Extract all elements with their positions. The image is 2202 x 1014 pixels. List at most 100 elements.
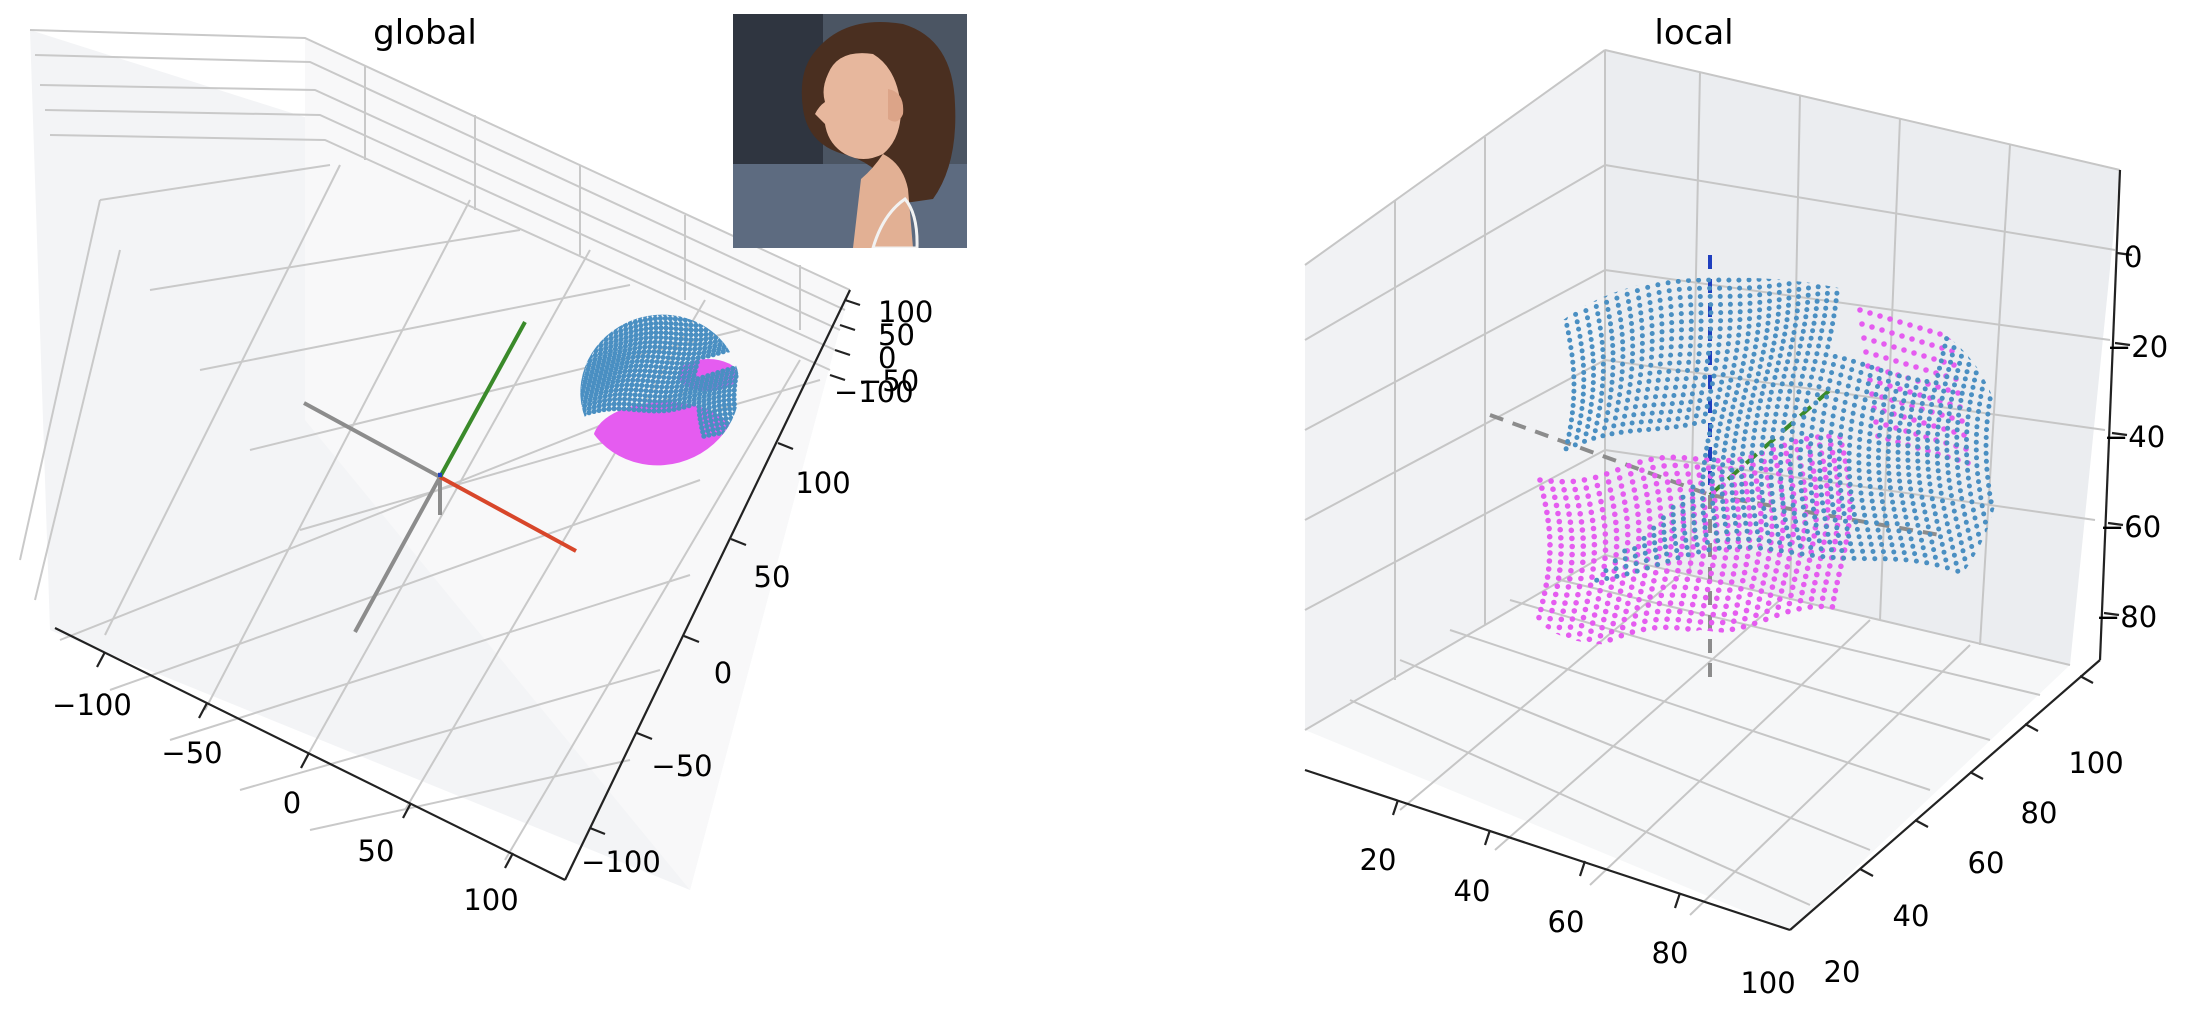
local-cloud-point-pink [1547, 550, 1553, 556]
global-cloud-point [633, 332, 639, 338]
local-cloud-point [1944, 336, 1950, 342]
local-cloud-point-pink [1690, 544, 1696, 550]
local-cloud-point-pink [1664, 568, 1670, 574]
local-y-axis-line [1789, 659, 2101, 931]
local-cloud-point [1899, 493, 1905, 498]
global-cloud-point [606, 401, 612, 407]
local-cloud-point [1807, 457, 1813, 463]
local-cloud-point [1882, 513, 1888, 519]
global-cloud-point [719, 421, 725, 427]
local-cloud-point [1665, 280, 1671, 286]
local-cloud-point [1714, 435, 1720, 441]
local-cloud-point [1716, 277, 1722, 283]
local-cloud-point [1642, 550, 1648, 556]
local-cloud-point-pink [1765, 555, 1772, 562]
local-cloud-point [1957, 488, 1963, 494]
local-cloud-point [1817, 468, 1823, 474]
local-cloud-point [1866, 461, 1872, 467]
local-cloud-point-pink [1701, 545, 1707, 551]
local-cloud-point [1590, 351, 1596, 357]
local-cloud-point [1682, 422, 1688, 428]
local-cloud-point [1851, 402, 1857, 408]
global-cloud-point [703, 381, 709, 387]
global-cloud-point [637, 397, 643, 403]
local-cloud-point [1659, 337, 1665, 343]
global-cloud-point [618, 387, 624, 393]
global-cloud-point [603, 345, 609, 351]
global-cloud-point [596, 379, 602, 385]
local-cloud-point [1646, 292, 1652, 298]
local-cloud-point [1579, 348, 1585, 354]
local-cloud-point-pink [1685, 471, 1691, 477]
global-cloud-point [686, 398, 692, 404]
local-cloud-point [1910, 543, 1916, 549]
local-cloud-point [1634, 396, 1640, 402]
global-cloud-point [653, 330, 659, 336]
global-cloud-point [662, 340, 669, 346]
local-cloud-point [1913, 558, 1919, 564]
local-cloud-point [1758, 545, 1763, 551]
local-cloud-point [1638, 419, 1644, 425]
local-cloud-point-pink [1799, 589, 1805, 596]
local-cloud-point-pink [1733, 490, 1739, 496]
local-cloud-point-pink [1818, 603, 1825, 610]
local-y-tick: 20 [1824, 955, 1861, 989]
local-cloud-point [1774, 367, 1780, 373]
local-cloud-point [1776, 289, 1782, 295]
local-cloud-point [1898, 535, 1904, 541]
local-cloud-point [1880, 549, 1886, 555]
local-cloud-point [1885, 463, 1891, 469]
global-cloud-point [594, 387, 600, 393]
local-cloud-point-pink [1613, 543, 1620, 550]
local-cloud-point [1847, 434, 1853, 440]
global-cloud-point [715, 370, 721, 376]
local-cloud-point [1935, 373, 1941, 378]
local-cloud-point-pink [1667, 600, 1674, 606]
local-cloud-point-pink [1945, 387, 1951, 393]
local-cloud-point [1671, 393, 1677, 398]
local-cloud-point [1708, 388, 1714, 394]
global-subplot: global −100 −50 0 50 100 −100 −50 0 50 1… [19, 13, 933, 917]
local-cloud-point-pink [1642, 618, 1648, 625]
local-cloud-point [1802, 321, 1808, 327]
global-cloud-point [624, 382, 630, 388]
global-cloud-point [717, 385, 723, 391]
local-cloud-point [1719, 379, 1725, 385]
local-cloud-point [1942, 343, 1948, 349]
global-cloud-point [616, 353, 622, 359]
local-cloud-point-pink [1593, 604, 1600, 610]
global-cloud-point [651, 349, 657, 355]
global-y-tick: 100 [795, 466, 850, 500]
local-cloud-point [1655, 282, 1661, 288]
local-cloud-point-pink [1829, 604, 1836, 610]
local-cloud-point-pink [1607, 487, 1614, 493]
local-cloud-point [1727, 325, 1733, 331]
global-cloud-point [689, 381, 695, 387]
local-cloud-point-pink [1738, 586, 1744, 592]
local-cloud-point [1574, 435, 1580, 440]
local-cloud-point-pink [1578, 519, 1585, 525]
local-cloud-point-pink [1634, 503, 1640, 510]
local-cloud-point [1946, 477, 1952, 483]
local-cloud-point [1649, 338, 1655, 344]
local-cloud-point [1692, 527, 1698, 533]
global-cloud-point [658, 364, 664, 370]
local-cloud-point-pink [1708, 619, 1715, 626]
local-cloud-point [1879, 542, 1885, 547]
global-cloud-point [717, 412, 723, 418]
local-cloud-point [1639, 348, 1645, 354]
local-cloud-point-pink [1873, 352, 1879, 358]
global-cloud-point [621, 373, 627, 379]
local-cloud-point-pink [1616, 475, 1623, 481]
local-cloud-point [1829, 494, 1835, 500]
local-cloud-point [1944, 440, 1950, 446]
global-cloud-point [625, 377, 631, 383]
local-cloud-point [1950, 500, 1956, 506]
local-cloud-point [1698, 318, 1704, 324]
local-cloud-point-pink [1640, 626, 1647, 633]
global-cloud-point [702, 389, 708, 396]
local-cloud-point [1741, 505, 1746, 510]
global-cloud-point [697, 391, 703, 397]
global-x-tick-labels: −100 −50 0 50 100 [52, 688, 519, 917]
local-cloud-point-pink [1646, 516, 1653, 522]
